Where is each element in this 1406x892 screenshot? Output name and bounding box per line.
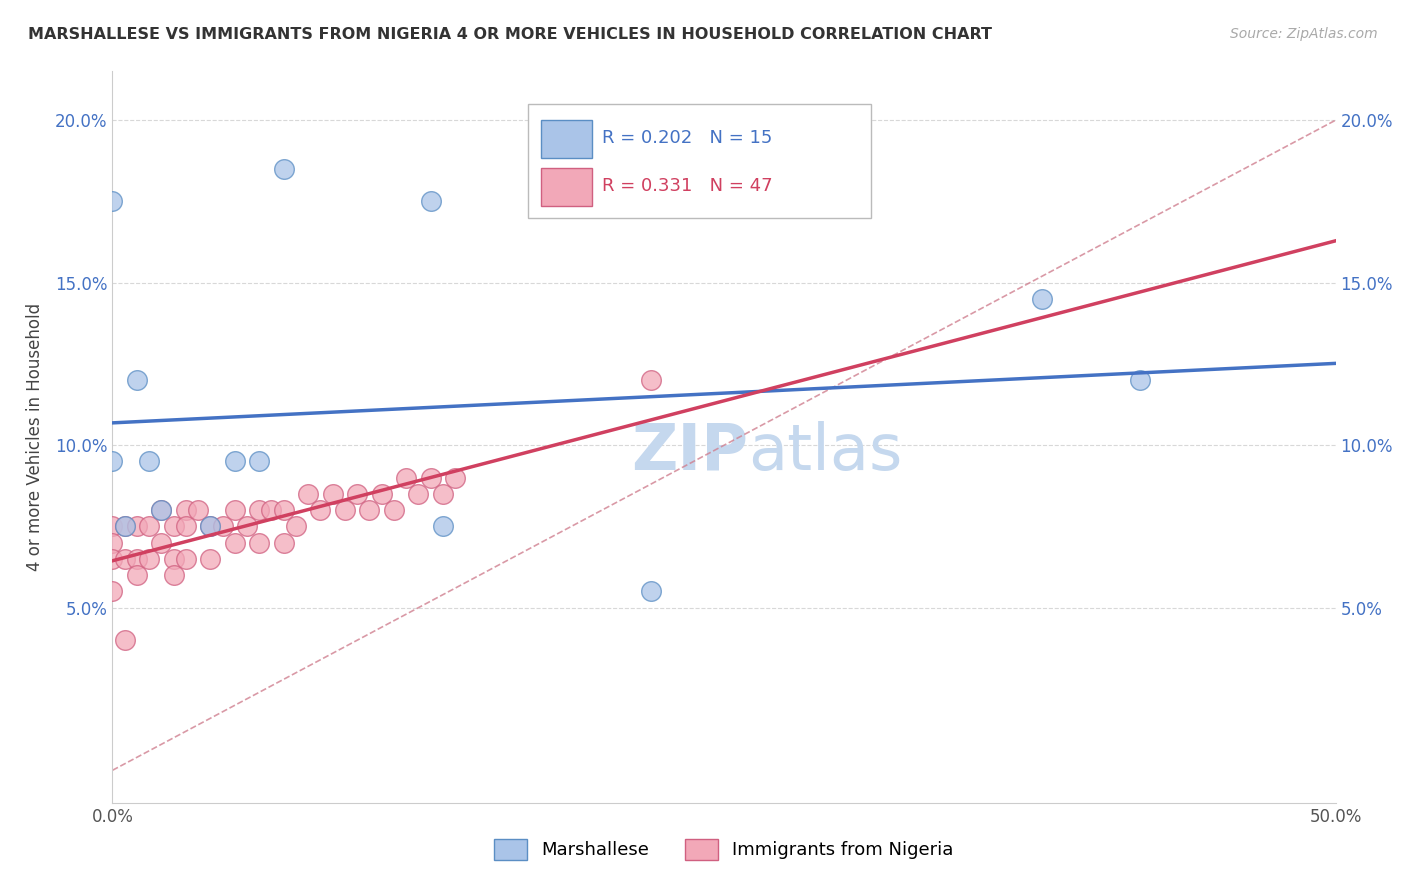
Point bbox=[1129, 373, 1152, 387]
Point bbox=[640, 373, 662, 387]
Point bbox=[224, 503, 246, 517]
Point bbox=[395, 471, 418, 485]
Point bbox=[101, 535, 124, 549]
Point bbox=[138, 519, 160, 533]
Point bbox=[224, 454, 246, 468]
Text: ZIP: ZIP bbox=[631, 421, 748, 483]
Point bbox=[101, 194, 124, 209]
Point bbox=[163, 552, 186, 566]
Point bbox=[247, 503, 270, 517]
Point bbox=[150, 503, 173, 517]
Point bbox=[187, 503, 209, 517]
Point bbox=[101, 552, 124, 566]
Point bbox=[333, 503, 356, 517]
Point bbox=[125, 519, 148, 533]
Point bbox=[114, 633, 136, 648]
FancyBboxPatch shape bbox=[541, 120, 592, 158]
Point bbox=[284, 519, 308, 533]
Point bbox=[163, 568, 186, 582]
Point bbox=[640, 584, 662, 599]
Point bbox=[247, 454, 270, 468]
Point bbox=[174, 519, 197, 533]
Point bbox=[150, 535, 173, 549]
Text: atlas: atlas bbox=[748, 421, 903, 483]
Point bbox=[419, 194, 441, 209]
Point bbox=[408, 487, 430, 501]
Point bbox=[432, 519, 454, 533]
Point bbox=[114, 519, 136, 533]
Point bbox=[1031, 292, 1053, 306]
Point bbox=[138, 454, 160, 468]
Text: R = 0.331   N = 47: R = 0.331 N = 47 bbox=[602, 177, 772, 195]
Point bbox=[346, 487, 368, 501]
Point bbox=[125, 552, 148, 566]
Point bbox=[444, 471, 467, 485]
FancyBboxPatch shape bbox=[529, 104, 870, 218]
Point bbox=[297, 487, 319, 501]
Point bbox=[211, 519, 233, 533]
Point bbox=[273, 535, 295, 549]
Y-axis label: 4 or more Vehicles in Household: 4 or more Vehicles in Household bbox=[25, 303, 44, 571]
Point bbox=[101, 454, 124, 468]
Point bbox=[150, 503, 173, 517]
Point bbox=[382, 503, 405, 517]
Point bbox=[432, 487, 454, 501]
Point bbox=[309, 503, 332, 517]
Point bbox=[174, 503, 197, 517]
Point bbox=[163, 519, 186, 533]
Text: R = 0.202   N = 15: R = 0.202 N = 15 bbox=[602, 129, 772, 147]
Point bbox=[224, 535, 246, 549]
Point bbox=[101, 584, 124, 599]
Point bbox=[260, 503, 283, 517]
Point bbox=[200, 552, 222, 566]
Point bbox=[359, 503, 381, 517]
Point bbox=[419, 471, 441, 485]
Legend: Marshallese, Immigrants from Nigeria: Marshallese, Immigrants from Nigeria bbox=[495, 838, 953, 860]
Point bbox=[174, 552, 197, 566]
Point bbox=[114, 552, 136, 566]
Text: Source: ZipAtlas.com: Source: ZipAtlas.com bbox=[1230, 27, 1378, 41]
Point bbox=[138, 552, 160, 566]
Point bbox=[114, 519, 136, 533]
Point bbox=[125, 568, 148, 582]
Point bbox=[101, 519, 124, 533]
Point bbox=[273, 161, 295, 176]
Point bbox=[322, 487, 344, 501]
Text: MARSHALLESE VS IMMIGRANTS FROM NIGERIA 4 OR MORE VEHICLES IN HOUSEHOLD CORRELATI: MARSHALLESE VS IMMIGRANTS FROM NIGERIA 4… bbox=[28, 27, 993, 42]
Point bbox=[125, 373, 148, 387]
Point bbox=[200, 519, 222, 533]
FancyBboxPatch shape bbox=[541, 168, 592, 206]
Point bbox=[370, 487, 392, 501]
Point bbox=[200, 519, 222, 533]
Point bbox=[236, 519, 259, 533]
Point bbox=[247, 535, 270, 549]
Point bbox=[273, 503, 295, 517]
